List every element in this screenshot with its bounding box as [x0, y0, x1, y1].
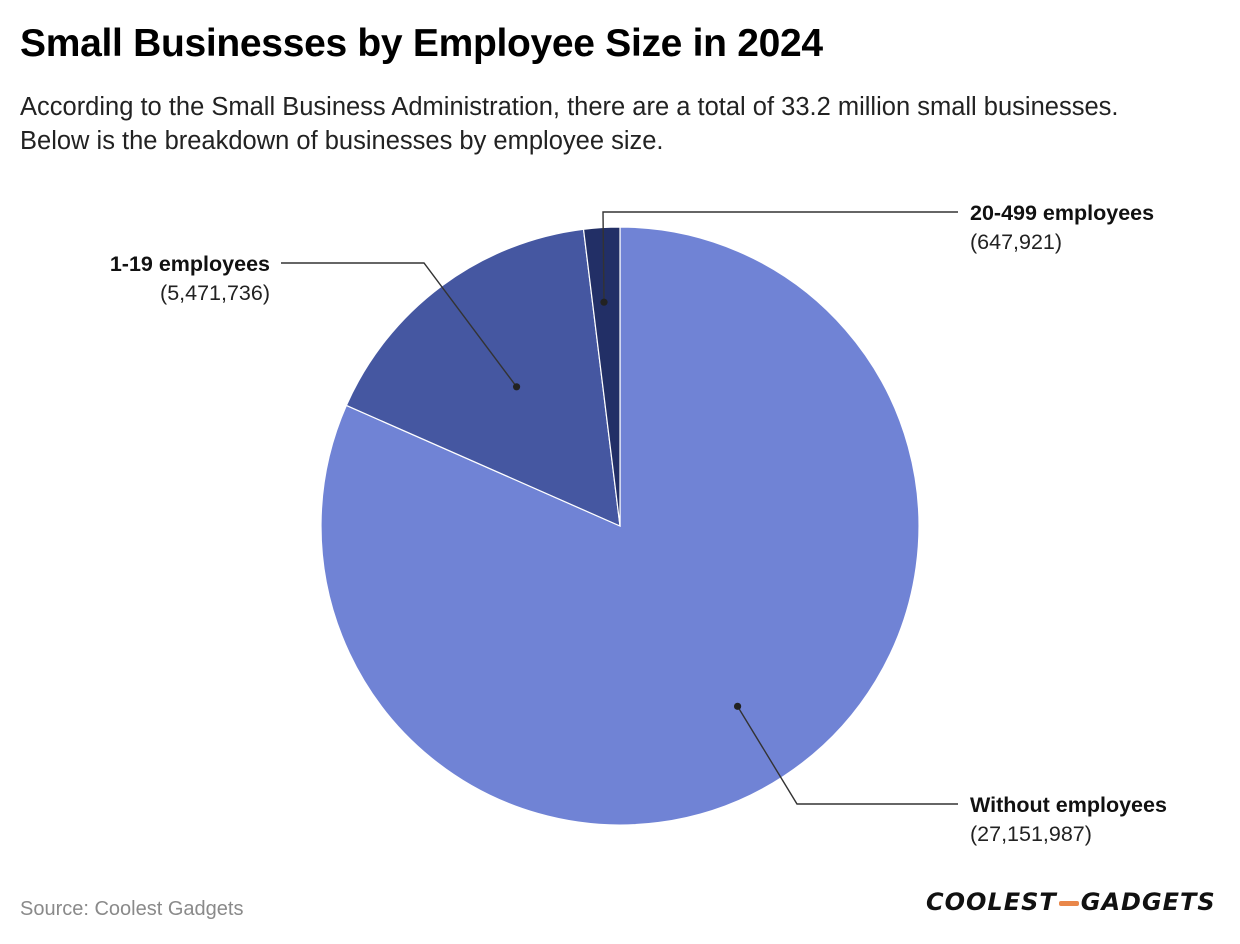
slice-label-1-19-employees: 1-19 employees	[110, 252, 270, 276]
slice-value-1-19-employees: (5,471,736)	[160, 281, 270, 305]
callout-dot-1-19-employees	[512, 383, 521, 391]
slice-label-without-employees: Without employees	[970, 793, 1167, 817]
chart-subtitle: According to the Small Business Administ…	[20, 93, 1119, 155]
source-note: Source: Coolest Gadgets	[20, 898, 244, 920]
logo-word-right: GADGETS	[1080, 888, 1216, 916]
callout-dot-without-employees	[733, 702, 742, 710]
slice-value-without-employees: (27,151,987)	[970, 822, 1092, 846]
pie-slices	[320, 226, 920, 826]
logo-word-left: COOLEST	[926, 888, 1057, 916]
slice-label-20-499-employees: 20-499 employees	[970, 201, 1154, 225]
callout-line-1-19-employees	[281, 262, 518, 388]
chart-title: Small Businesses by Employee Size in 202…	[20, 22, 823, 65]
logo-dash	[1058, 900, 1079, 906]
callout-line-without-employees	[736, 705, 958, 805]
callout-line-20-499-employees	[602, 211, 958, 303]
callout-dot-20-499-employees	[600, 298, 608, 306]
slice-value-20-499-employees: (647,921)	[970, 230, 1062, 254]
coolest-gadgets-logo: COOLEST GADGETS	[926, 888, 1216, 916]
pie-callouts: Without employees (27,151,987) 1-19 employ…	[110, 201, 1167, 846]
pie-slice-20-499-employees	[582, 226, 621, 527]
